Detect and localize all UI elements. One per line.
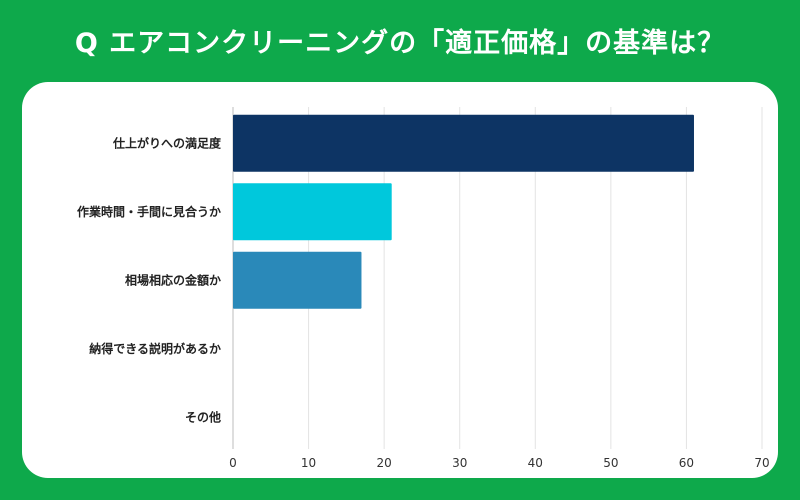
category-label: 仕上がりへの満足度 [112, 135, 222, 150]
x-tick-label: 70 [754, 456, 769, 470]
chart-title: Q エアコンクリーニングの「適正価格」の基準は？ [74, 27, 726, 59]
x-tick-label: 30 [452, 456, 467, 470]
x-tick-label: 0 [229, 456, 237, 470]
x-tick-label: 10 [301, 456, 316, 470]
category-label: 作業時間・手間に見合うか [77, 204, 221, 219]
x-tick-label: 50 [603, 456, 618, 470]
x-tick-label: 60 [679, 456, 694, 470]
bar [233, 251, 362, 309]
x-tick-label: 20 [377, 456, 392, 470]
x-tick-label: 40 [528, 456, 543, 470]
bar [233, 183, 392, 241]
category-label: 相場相応の金額か [125, 272, 221, 287]
bar [233, 114, 694, 172]
category-label: その他 [185, 409, 221, 424]
category-label: 納得できる説明があるか [89, 341, 221, 356]
